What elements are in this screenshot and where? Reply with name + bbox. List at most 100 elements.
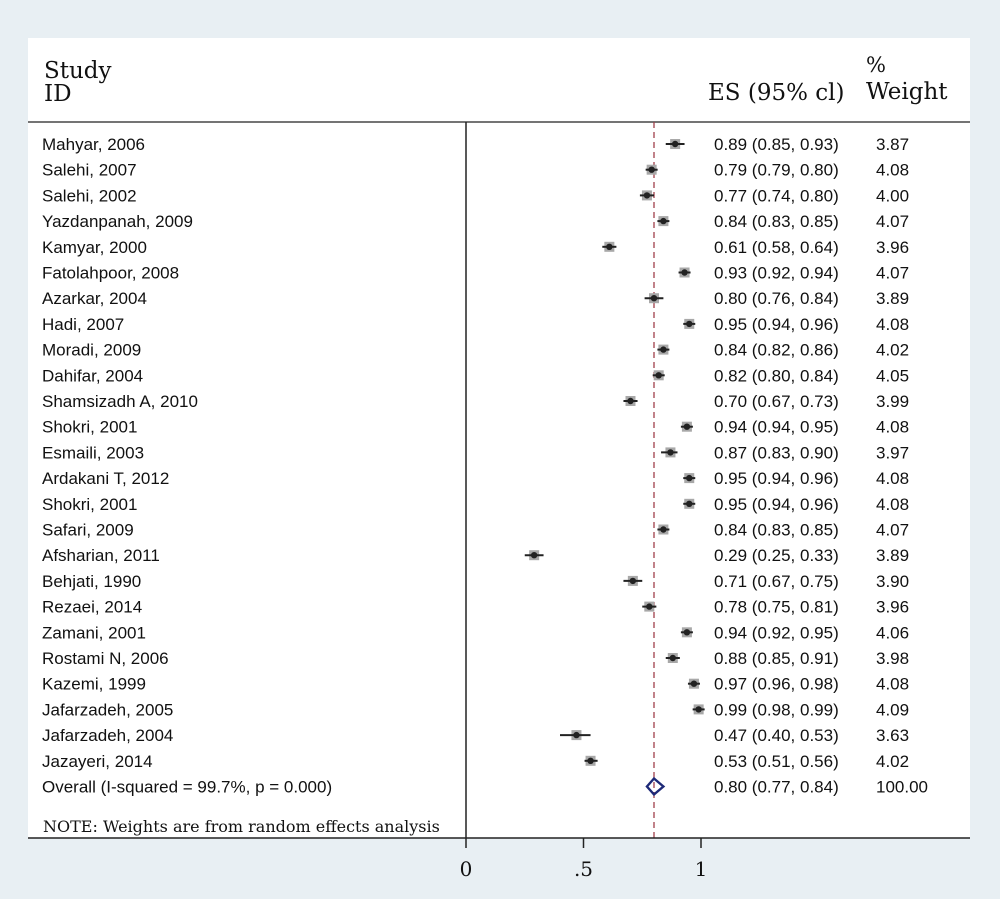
overall-label: Overall (I-squared = 99.7%, p = 0.000) [42,778,332,797]
study-es-ci: 0.78 (0.75, 0.81) [714,598,839,617]
point-estimate [530,552,538,559]
study-label: Fatolahpoor, 2008 [42,264,179,283]
study-weight: 4.02 [876,752,909,771]
study-label: Shamsizadh A, 2010 [42,392,198,411]
study-weight: 4.02 [876,341,909,360]
study-weight: 4.00 [876,186,909,205]
overall-es-ci: 0.80 (0.77, 0.84) [714,778,839,797]
study-es-ci: 0.47 (0.40, 0.53) [714,726,839,745]
study-label: Afsharian, 2011 [42,546,160,565]
study-label: Mahyar, 2006 [42,135,145,154]
study-label: Safari, 2009 [42,521,134,540]
x-axis-ticks: 0.5 1 [460,838,708,881]
study-es-ci: 0.82 (0.80, 0.84) [714,366,839,385]
study-es-ci: 0.87 (0.83, 0.90) [714,443,839,462]
study-es-ci: 0.77 (0.74, 0.80) [714,186,839,205]
point-estimate [683,629,691,636]
study-weight: 3.98 [876,649,909,668]
study-label: Shokri, 2001 [42,495,137,514]
study-weight: 3.63 [876,726,909,745]
study-weight: 4.07 [876,212,909,231]
study-weight: 3.89 [876,289,909,308]
study-label: Jafarzadeh, 2004 [42,726,173,745]
point-estimate [627,397,634,405]
study-weight: 4.07 [876,521,909,540]
study-es-ci: 0.88 (0.85, 0.91) [714,649,839,668]
point-estimate [660,526,667,533]
study-weight: 3.89 [876,546,909,565]
point-estimate [671,140,679,148]
overall-weight: 100.00 [876,778,928,797]
header-es: ES (95% cl) [708,80,844,106]
study-es-ci: 0.97 (0.96, 0.98) [714,675,839,694]
point-estimate [660,346,667,353]
study-label: Rostami N, 2006 [42,649,169,668]
study-label: Salehi, 2002 [42,186,137,205]
study-label: Jafarzadeh, 2005 [42,700,173,719]
study-rows: Mahyar, 2006 0.89 (0.85, 0.93) 3.87 Salehi,… [42,135,928,797]
study-weight: 3.90 [876,572,909,591]
header-weight-percent: % [866,53,886,77]
note-text: NOTE: Weights are from random effects an… [43,817,440,836]
study-es-ci: 0.80 (0.76, 0.84) [714,289,839,308]
study-es-ci: 0.95 (0.94, 0.96) [714,315,839,334]
study-es-ci: 0.94 (0.92, 0.95) [714,623,839,642]
x-tick-label: 1 [695,857,708,881]
study-weight: 4.08 [876,495,909,514]
study-es-ci: 0.70 (0.67, 0.73) [714,392,839,411]
study-es-ci: 0.84 (0.82, 0.86) [714,341,839,360]
point-estimate [681,269,688,276]
study-label: Rezaei, 2014 [42,598,142,617]
point-estimate [573,731,580,739]
point-estimate [669,654,676,662]
point-estimate [643,192,651,199]
point-estimate [686,500,693,507]
study-weight: 4.05 [876,366,909,385]
study-es-ci: 0.99 (0.98, 0.99) [714,700,839,719]
study-label: Salehi, 2007 [42,161,137,180]
study-weight: 4.08 [876,418,909,437]
study-es-ci: 0.29 (0.25, 0.33) [714,546,839,565]
x-tick-label: 0 [460,857,473,881]
study-weight: 4.08 [876,469,909,488]
study-weight: 4.07 [876,264,909,283]
point-estimate [650,295,658,302]
study-weight: 3.87 [876,135,909,154]
study-label: Moradi, 2009 [42,341,141,360]
study-es-ci: 0.71 (0.67, 0.75) [714,572,839,591]
study-weight: 4.09 [876,700,909,719]
point-estimate [686,474,693,482]
overall-diamond [645,776,666,797]
point-estimate [660,217,667,225]
study-es-ci: 0.61 (0.58, 0.64) [714,238,839,257]
study-es-ci: 0.84 (0.83, 0.85) [714,521,839,540]
study-label: Hadi, 2007 [42,315,124,334]
forest-marks [465,122,705,838]
study-weight: 4.08 [876,315,909,334]
point-estimate [690,680,698,687]
study-weight: 3.96 [876,238,909,257]
study-weight: 4.08 [876,675,909,694]
point-estimate [648,166,655,173]
study-label: Zamani, 2001 [42,623,146,642]
study-weight: 3.96 [876,598,909,617]
study-es-ci: 0.95 (0.94, 0.96) [714,495,839,514]
point-estimate [606,243,613,250]
header-weight: Weight [866,79,948,105]
study-label: Behjati, 1990 [42,572,141,591]
study-weight: 4.06 [876,623,909,642]
point-estimate [629,577,637,585]
point-estimate [655,372,662,379]
study-es-ci: 0.94 (0.94, 0.95) [714,418,839,437]
point-estimate [587,757,594,764]
study-es-ci: 0.89 (0.85, 0.93) [714,135,839,154]
point-estimate [667,449,674,456]
point-estimate [695,706,702,713]
header-study: Study [44,58,112,84]
study-weight: 3.97 [876,443,909,462]
study-es-ci: 0.93 (0.92, 0.94) [714,264,839,283]
study-es-ci: 0.84 (0.83, 0.85) [714,212,839,231]
study-label: Yazdanpanah, 2009 [42,212,193,231]
study-label: Shokri, 2001 [42,418,137,437]
